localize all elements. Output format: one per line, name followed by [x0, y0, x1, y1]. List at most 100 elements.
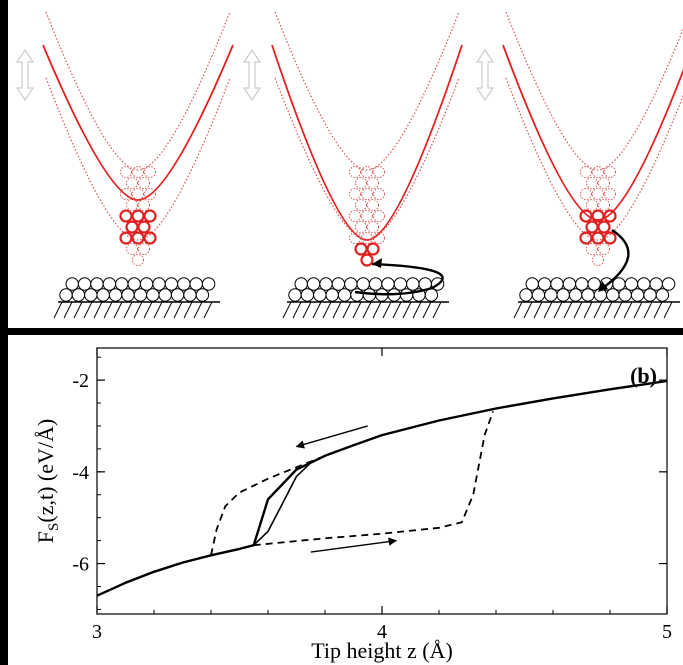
substrate-hatch [103, 301, 113, 319]
tip-atom [604, 188, 616, 200]
y-tick-label: -6 [72, 554, 89, 576]
substrate-hatch [63, 301, 73, 319]
surface-atom [661, 277, 676, 291]
tip-atom [138, 243, 150, 255]
surface-atom [164, 277, 179, 291]
tip-atom [580, 188, 592, 200]
substrate-hatch [332, 301, 342, 319]
surface-atom [77, 277, 92, 291]
substrate-hatch [133, 301, 143, 319]
surface-atom [146, 288, 160, 302]
direction-arrow-right [310, 537, 398, 553]
substrate-hatch [382, 301, 392, 319]
substrate-hatch [513, 301, 523, 319]
atom-transfer-arrow [354, 262, 444, 296]
tip-atom [360, 253, 374, 267]
tip-atom [349, 188, 361, 200]
substrate-hatch [633, 301, 643, 319]
surface-atom [350, 288, 364, 302]
surface-atom [189, 277, 203, 291]
surface-atom [90, 277, 104, 291]
x-axis-label: Tip height z (Å) [311, 638, 453, 663]
substrate-hatch [203, 301, 213, 319]
surface-atom [537, 277, 552, 291]
tip-atom [373, 166, 385, 178]
substrate-hatch [193, 301, 203, 319]
series-line-0 [96, 379, 668, 597]
surface-atom [294, 277, 308, 291]
surface-atom [630, 288, 645, 302]
surface-atom [108, 288, 123, 302]
y-label-main: F [33, 531, 58, 543]
substrate-hatch [53, 301, 63, 319]
substrate-hatch [653, 301, 663, 319]
surface-atom [127, 277, 141, 291]
tip-atom [132, 188, 144, 200]
surface-atom [399, 288, 414, 302]
surface-atom [393, 277, 408, 291]
tip-panel-middle [242, 11, 463, 319]
surface-atom [59, 288, 73, 302]
surface-atom [201, 277, 216, 291]
surface-atom [177, 277, 191, 291]
tip-atom [592, 254, 604, 266]
tip-atom [126, 177, 138, 189]
tip-atom [598, 199, 610, 211]
tip-atom [586, 177, 598, 189]
tip-outline-1 [502, 44, 683, 221]
surface-atom [96, 288, 110, 302]
tip-atom [138, 199, 150, 211]
panel-label: (b) [630, 363, 657, 388]
tip-outline-2 [505, 77, 683, 241]
substrate-hatch [613, 301, 623, 319]
surface-atom [183, 288, 197, 302]
axis-ticks: 3 4 5 -2 -4 -6 [72, 348, 672, 643]
substrate-hatch [432, 301, 442, 319]
substrate-hatch [573, 301, 583, 319]
arrow-head-icon [372, 258, 382, 268]
surface-atom [587, 277, 601, 291]
substrate-hatch [183, 301, 193, 319]
y-tick-label: -2 [72, 370, 89, 392]
tip-outline-1 [42, 44, 234, 201]
tip-atom [138, 177, 150, 189]
substrate-hatch [402, 301, 412, 319]
surface-atom [337, 288, 352, 302]
substrate-hatch [83, 301, 93, 319]
surface-atom [121, 288, 135, 302]
substrate-hatch [312, 301, 322, 319]
tip-atom [144, 166, 156, 178]
substrate-hatch [302, 301, 312, 319]
substrate-hatch [533, 301, 543, 319]
surface-atom [195, 288, 210, 302]
substrate-hatch [173, 301, 183, 319]
tip-atom [355, 177, 367, 189]
tip-schematic [8, 0, 683, 328]
surface-atom [325, 288, 339, 302]
substrate-hatch [422, 301, 432, 319]
substrate-hatch [342, 301, 352, 319]
svg-text:FS(z,t) (eV/Å): FS(z,t) (eV/Å) [33, 419, 62, 543]
surface-atom [133, 288, 148, 302]
substrate-hatch [123, 301, 133, 319]
x-tick-label: 3 [92, 621, 102, 643]
tip-atom [143, 209, 157, 223]
substrate-hatch [143, 301, 153, 319]
tip-atom [120, 166, 132, 178]
surface-atom [618, 288, 632, 302]
direction-arrow-left [295, 425, 368, 449]
atom-transfer-arrow [599, 228, 630, 291]
surface-atom [319, 277, 333, 291]
substrate-hatch [603, 301, 613, 319]
surface-atom [331, 277, 346, 291]
surface-atom [368, 277, 383, 291]
surface-atom [568, 288, 583, 302]
surface-atom [575, 277, 589, 291]
substrate-hatch [623, 301, 633, 319]
tip-atom [367, 221, 379, 233]
tip-atom [143, 231, 157, 245]
surface-atom [170, 288, 185, 302]
tip-outline-2 [274, 77, 460, 241]
y-axis-label: FS(z,t) (eV/Å) [33, 419, 62, 543]
